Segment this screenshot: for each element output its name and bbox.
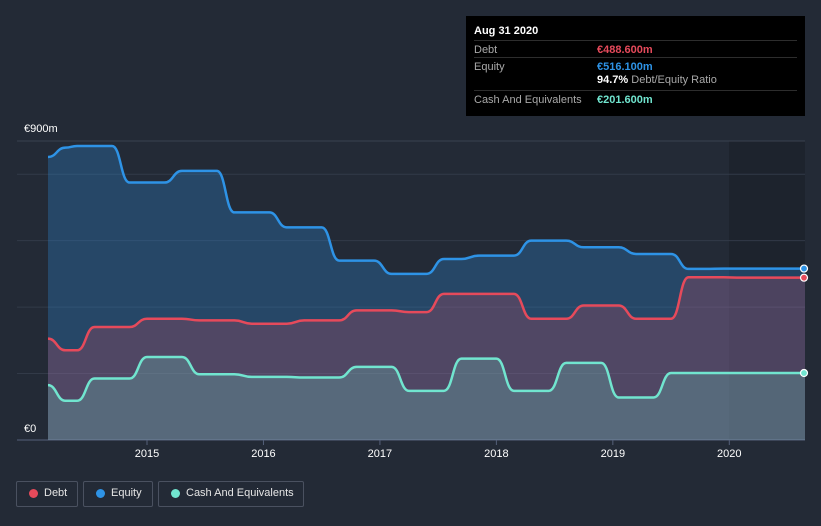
equity-end-marker bbox=[799, 264, 809, 273]
tooltip-ratio: 94.7% Debt/Equity Ratio bbox=[597, 74, 717, 86]
x-axis-ticks: 2015 2016 2017 2018 2019 2020 bbox=[135, 440, 742, 460]
debt-line bbox=[47, 275, 805, 352]
cash-area bbox=[48, 356, 805, 440]
debt-area bbox=[48, 277, 805, 440]
equity-dot-icon bbox=[96, 489, 105, 498]
plot-highlight-area bbox=[729, 141, 805, 440]
cash-line bbox=[47, 355, 805, 403]
x-tick-label: 2019 bbox=[601, 448, 625, 460]
y-axis-min-label: €0 bbox=[24, 423, 36, 435]
tooltip-date: Aug 31 2020 bbox=[474, 25, 539, 37]
series-lines bbox=[47, 144, 805, 403]
y-axis-max-label: €900m bbox=[24, 123, 58, 135]
legend-cash-label: Cash And Equivalents bbox=[186, 487, 294, 499]
debt-end-marker bbox=[799, 273, 809, 282]
x-tick-label: 2020 bbox=[717, 448, 741, 460]
tooltip-equity-label: Equity bbox=[474, 61, 505, 73]
tooltip-ratio-label: Debt/Equity Ratio bbox=[631, 74, 717, 86]
x-tick-label: 2015 bbox=[135, 448, 159, 460]
legend-item-cash[interactable]: Cash And Equivalents bbox=[158, 481, 304, 507]
equity-line bbox=[47, 144, 805, 276]
tooltip-row-debt: Debt €488.600m bbox=[474, 40, 797, 58]
tooltip-row-cash: Cash And Equivalents €201.600m bbox=[474, 90, 797, 108]
tooltip-cash-value: €201.600m bbox=[597, 94, 653, 106]
legend-equity-label: Equity bbox=[111, 487, 142, 499]
tooltip-equity-value: €516.100m bbox=[597, 61, 653, 73]
equity-area bbox=[48, 145, 805, 440]
tooltip-debt-label: Debt bbox=[474, 44, 498, 56]
x-tick-label: 2016 bbox=[251, 448, 275, 460]
legend-debt-label: Debt bbox=[44, 487, 68, 499]
tooltip-ratio-value: 94.7% bbox=[597, 74, 629, 86]
legend-item-debt[interactable]: Debt bbox=[16, 481, 78, 507]
series-end-markers bbox=[799, 264, 809, 378]
tooltip-cash-label: Cash And Equivalents bbox=[474, 94, 582, 106]
debt-dot-icon bbox=[29, 489, 38, 498]
x-tick-label: 2018 bbox=[484, 448, 508, 460]
legend-item-equity[interactable]: Equity bbox=[83, 481, 153, 507]
cash-end-marker bbox=[799, 368, 809, 378]
series-areas bbox=[48, 145, 805, 440]
tooltip-debt-value: €488.600m bbox=[597, 44, 653, 56]
tooltip-row-equity: Equity €516.100m bbox=[474, 57, 797, 75]
grid-lines bbox=[17, 140, 805, 441]
cash-dot-icon bbox=[171, 489, 180, 498]
x-tick-label: 2017 bbox=[368, 448, 392, 460]
tooltip-panel: Aug 31 2020 Debt €488.600m Equity €516.1… bbox=[466, 16, 805, 116]
